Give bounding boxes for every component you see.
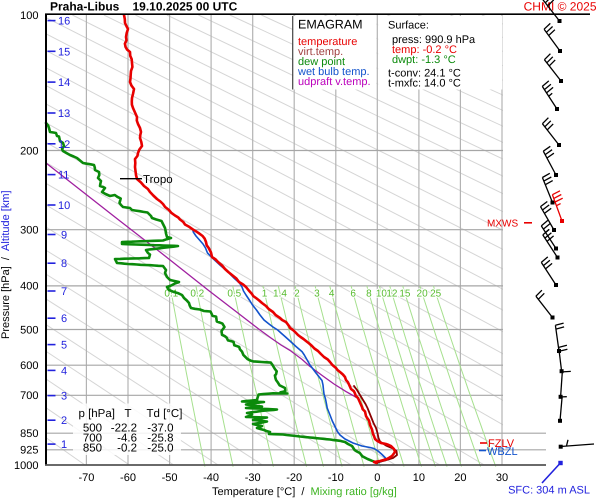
svg-text:2: 2 [294,289,300,300]
svg-text:-20: -20 [286,472,302,484]
svg-text:13: 13 [58,108,70,120]
svg-text:FZLV: FZLV [488,438,515,450]
svg-text:8: 8 [366,289,372,300]
svg-text:0.5: 0.5 [227,289,241,300]
svg-text:4: 4 [58,365,67,377]
svg-text:6: 6 [350,289,356,300]
svg-text:400: 400 [20,281,38,293]
svg-text:1.4: 1.4 [273,289,287,300]
svg-text:20: 20 [417,289,429,300]
svg-text:925: 925 [20,445,38,457]
svg-text:15: 15 [58,46,70,58]
svg-text:0.1: 0.1 [164,289,178,300]
svg-text:12: 12 [386,289,398,300]
svg-text:MXWS: MXWS [487,219,518,230]
svg-text:10: 10 [413,472,425,484]
svg-text:T: T [124,408,131,420]
svg-text:4: 4 [329,289,335,300]
svg-text:-25.8: -25.8 [147,433,173,445]
svg-text:-25.0: -25.0 [147,443,173,455]
svg-text:Temperature [°C] / Mixing ra: Temperature [°C] / Mixing ratio [g/kg] [212,486,397,498]
svg-text:-60: -60 [120,472,136,484]
svg-text:Pressure [hPa] / Altitude [k: Pressure [hPa] / Altitude [km] [0,190,12,339]
svg-text:14: 14 [58,77,70,89]
svg-text:700: 700 [20,390,38,402]
svg-text:3: 3 [58,391,67,403]
svg-text:30: 30 [496,472,508,484]
svg-text:-10: -10 [328,472,344,484]
svg-text:Td [°C]: Td [°C] [147,408,183,420]
svg-text:Tropo: Tropo [143,174,173,186]
svg-text:12: 12 [58,139,70,151]
svg-text:-37.0: -37.0 [147,423,173,435]
svg-text:-70: -70 [78,472,94,484]
svg-text:100: 100 [20,10,38,22]
svg-text:600: 600 [20,360,38,372]
svg-text:500: 500 [83,423,102,435]
svg-text:850: 850 [83,443,102,455]
svg-text:t-mxfc: 14.0 °C: t-mxfc: 14.0 °C [388,78,461,90]
svg-text:-30: -30 [245,472,261,484]
svg-text:CHMI © 2025: CHMI © 2025 [524,0,597,14]
svg-text:6: 6 [58,313,67,325]
svg-text:0.2: 0.2 [190,289,204,300]
svg-text:temperature: temperature [298,36,357,48]
svg-text:2: 2 [58,415,67,427]
svg-text:11: 11 [58,170,69,182]
svg-text:1: 1 [262,289,268,300]
svg-text:10: 10 [58,200,70,212]
svg-text:5: 5 [58,340,67,352]
svg-text:300: 300 [20,225,38,237]
svg-text:udpraft v.temp.: udpraft v.temp. [298,76,371,88]
svg-text:Surface:: Surface: [388,20,429,32]
svg-text:-22.2: -22.2 [111,423,137,435]
svg-text:press: 990.9 hPa: press: 990.9 hPa [392,34,476,46]
svg-text:1000: 1000 [14,460,38,472]
svg-text:8: 8 [58,258,67,270]
svg-text:20: 20 [454,472,466,484]
svg-text:15: 15 [399,289,411,300]
svg-text:-0.2: -0.2 [117,443,137,455]
svg-text:t-conv: 24.1 °C: t-conv: 24.1 °C [388,68,461,80]
svg-text:0: 0 [374,472,380,484]
svg-text:-40: -40 [203,472,219,484]
svg-text:-4.6: -4.6 [117,433,137,445]
svg-text:850: 850 [20,428,38,440]
svg-text:WBZL: WBZL [487,446,518,458]
svg-text:10: 10 [376,289,388,300]
svg-text:200: 200 [20,145,38,157]
svg-text:dwpt: -1.3 °C: dwpt: -1.3 °C [392,54,456,66]
svg-text:700: 700 [83,433,102,445]
svg-text:temp: -0.2 °C: temp: -0.2 °C [392,44,457,56]
svg-text:16: 16 [58,16,70,28]
svg-text:500: 500 [20,324,38,336]
svg-text:EMAGRAM: EMAGRAM [298,18,363,32]
svg-text:SFC: 304 m ASL: SFC: 304 m ASL [508,485,590,497]
svg-text:3: 3 [314,289,320,300]
svg-text:virt.temp.: virt.temp. [298,46,343,58]
svg-text:7: 7 [58,286,67,298]
svg-text:wet bulb temp.: wet bulb temp. [297,66,370,78]
svg-text:Praha-Libus: Praha-Libus [50,0,120,14]
svg-text:19.10.2025 00 UTC: 19.10.2025 00 UTC [133,0,238,14]
svg-text:9: 9 [58,230,67,242]
svg-text:-50: -50 [162,472,178,484]
svg-text:1: 1 [58,439,67,451]
svg-text:p [hPa]: p [hPa] [79,408,115,420]
svg-text:25: 25 [430,289,442,300]
svg-text:dew point: dew point [298,56,345,68]
